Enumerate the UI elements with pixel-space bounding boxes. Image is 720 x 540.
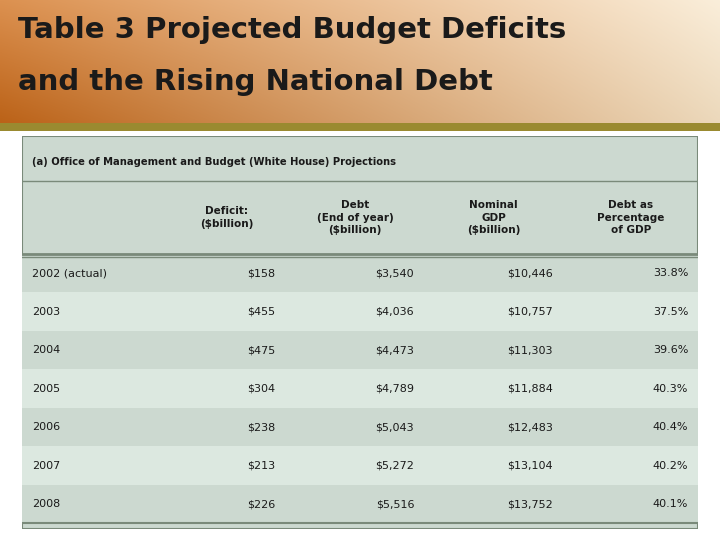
- Text: $226: $226: [247, 499, 275, 509]
- Text: $10,757: $10,757: [507, 307, 553, 317]
- Text: $5,516: $5,516: [376, 499, 414, 509]
- Text: $238: $238: [247, 422, 275, 432]
- Text: $158: $158: [247, 268, 275, 278]
- Text: 40.4%: 40.4%: [653, 422, 688, 432]
- Text: 2002 (actual): 2002 (actual): [32, 268, 107, 278]
- Text: $13,752: $13,752: [507, 499, 553, 509]
- Text: $475: $475: [247, 345, 275, 355]
- Text: 2003: 2003: [32, 307, 60, 317]
- Bar: [22, 369, 698, 408]
- Text: $13,104: $13,104: [508, 461, 553, 470]
- Text: 2007: 2007: [32, 461, 60, 470]
- Text: $304: $304: [247, 383, 275, 394]
- Text: 39.6%: 39.6%: [653, 345, 688, 355]
- Text: Debt
(End of year)
($billion): Debt (End of year) ($billion): [317, 200, 393, 235]
- Text: $213: $213: [247, 461, 275, 470]
- Text: $3,540: $3,540: [376, 268, 414, 278]
- Bar: [22, 331, 698, 369]
- Bar: [22, 485, 698, 523]
- Bar: [0, 123, 720, 131]
- Text: Deficit:
($billion): Deficit: ($billion): [199, 206, 253, 229]
- Text: 2008: 2008: [32, 499, 60, 509]
- Text: Debt as
Percentage
of GDP: Debt as Percentage of GDP: [597, 200, 665, 235]
- Text: $11,303: $11,303: [508, 345, 553, 355]
- Bar: [22, 293, 698, 331]
- Text: Table 3 Projected Budget Deficits: Table 3 Projected Budget Deficits: [18, 16, 566, 44]
- Bar: [22, 447, 698, 485]
- Text: $4,036: $4,036: [376, 307, 414, 317]
- Text: 33.8%: 33.8%: [653, 268, 688, 278]
- Text: $455: $455: [247, 307, 275, 317]
- Text: and the Rising National Debt: and the Rising National Debt: [18, 68, 492, 96]
- Text: 2006: 2006: [32, 422, 60, 432]
- Text: $12,483: $12,483: [507, 422, 553, 432]
- Text: 2004: 2004: [32, 345, 60, 355]
- Bar: [22, 408, 698, 447]
- Text: $4,789: $4,789: [375, 383, 414, 394]
- Bar: [22, 254, 698, 293]
- Text: 2005: 2005: [32, 383, 60, 394]
- Text: $11,884: $11,884: [507, 383, 553, 394]
- Text: $5,272: $5,272: [375, 461, 414, 470]
- Text: $4,473: $4,473: [375, 345, 414, 355]
- Text: Nominal
GDP
($billion): Nominal GDP ($billion): [467, 200, 521, 235]
- Text: 37.5%: 37.5%: [653, 307, 688, 317]
- Text: 40.1%: 40.1%: [653, 499, 688, 509]
- Text: (a) Office of Management and Budget (White House) Projections: (a) Office of Management and Budget (Whi…: [32, 157, 396, 167]
- Text: $10,446: $10,446: [507, 268, 553, 278]
- Text: 40.3%: 40.3%: [653, 383, 688, 394]
- Text: 40.2%: 40.2%: [653, 461, 688, 470]
- Text: $5,043: $5,043: [376, 422, 414, 432]
